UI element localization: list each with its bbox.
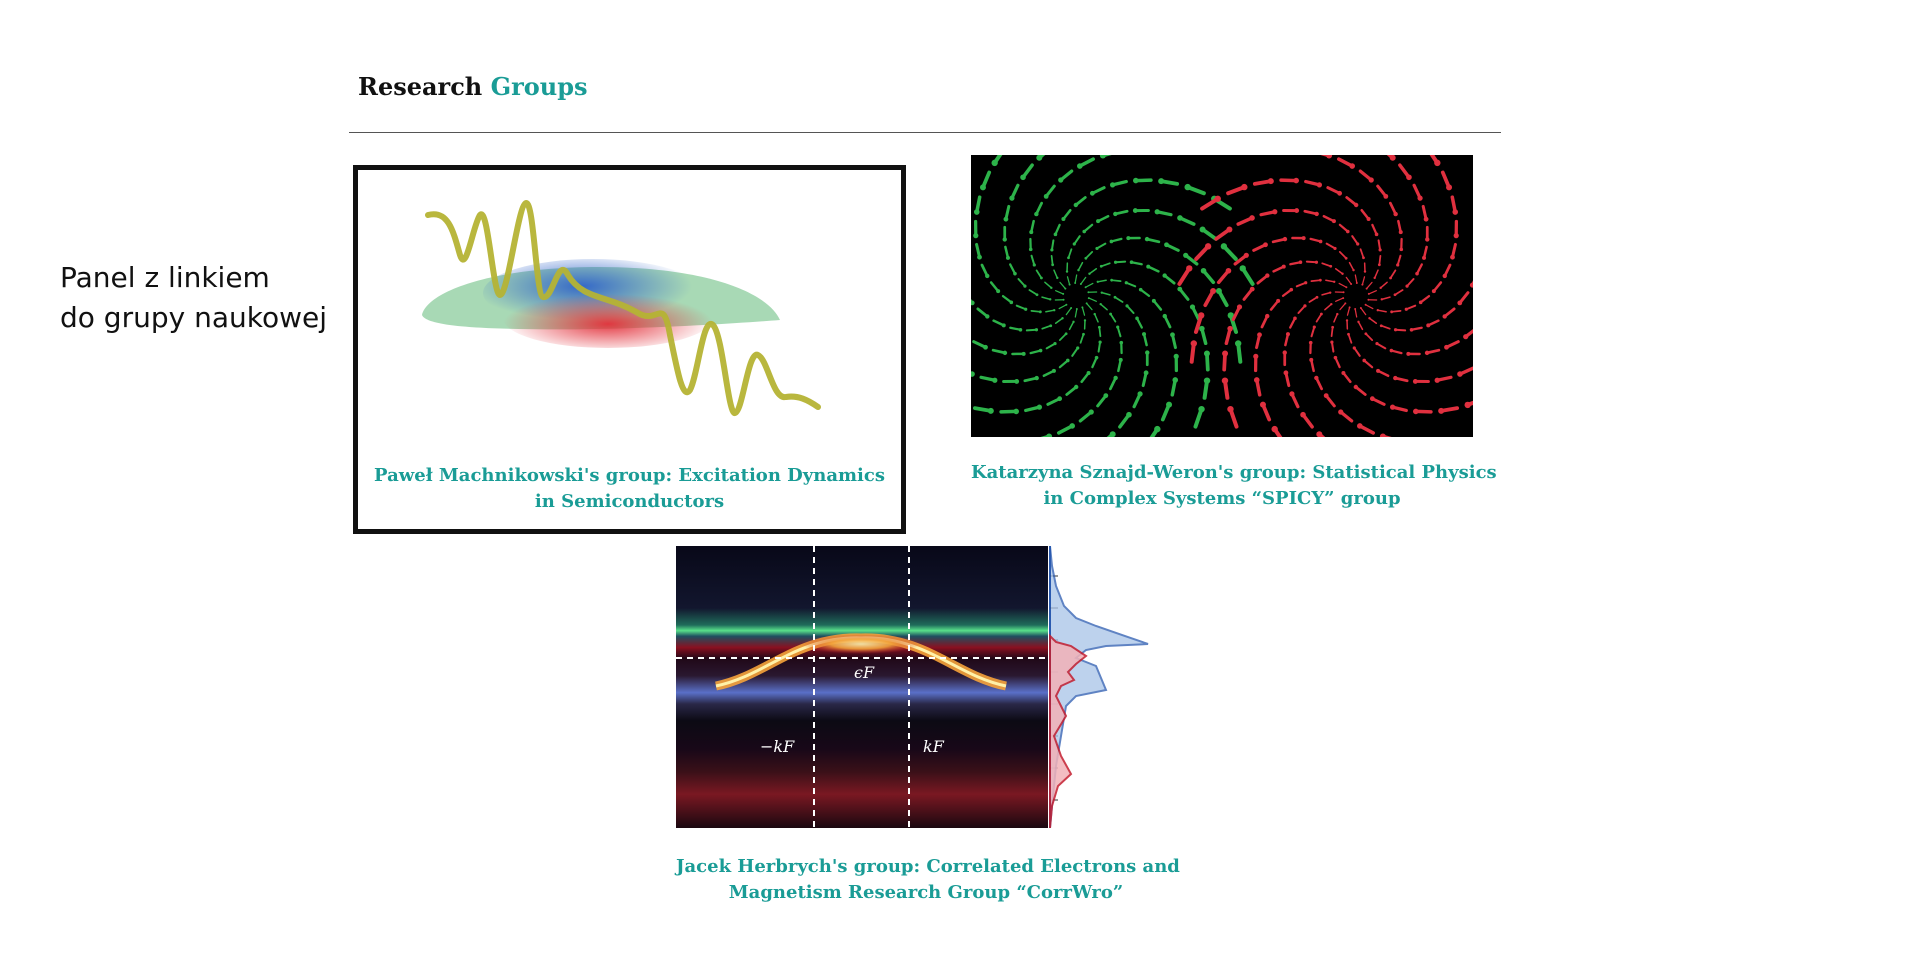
excitation-dynamics-illustration[interactable] xyxy=(408,185,828,425)
group-title-line-1[interactable]: Paweł Machnikowski's group: Excitation D… xyxy=(374,465,885,486)
group-title-line-1[interactable]: Jacek Herbrych's group: Correlated Elect… xyxy=(676,856,1180,877)
group-card-herbrych[interactable]: ϵF −kF kF Jacek Herbrych's group: Correl… xyxy=(676,546,1180,916)
group-card-machnikowski[interactable]: Paweł Machnikowski's group: Excitation D… xyxy=(353,165,906,534)
section-heading-main: Research xyxy=(358,72,483,101)
spiral-arrows-illustration[interactable] xyxy=(971,155,1473,437)
section-heading: Research Groups xyxy=(358,72,588,101)
group-title-line-1[interactable]: Katarzyna Sznajd-Weron's group: Statisti… xyxy=(971,462,1497,483)
group-title-line-2[interactable]: in Semiconductors xyxy=(534,491,725,512)
fermi-energy-label: ϵF xyxy=(854,663,875,682)
section-divider xyxy=(349,132,1501,133)
group-title-line-2[interactable]: Magnetism Research Group “CorrWro” xyxy=(728,882,1124,903)
annotation-note: Panel z linkiem do grupy naukowej xyxy=(60,258,327,338)
group-title-line-2[interactable]: in Complex Systems “SPICY” group xyxy=(1043,488,1401,509)
annotation-line-1: Panel z linkiem xyxy=(60,261,270,294)
kf-label: kF xyxy=(923,737,945,756)
minus-kf-label: −kF xyxy=(760,737,795,756)
group-title-machnikowski[interactable]: Paweł Machnikowski's group: Excitation D… xyxy=(358,463,901,515)
section-heading-accent: Groups xyxy=(490,72,588,101)
group-title-sznajd-weron[interactable]: Katarzyna Sznajd-Weron's group: Statisti… xyxy=(971,460,1497,512)
spectral-function-plot[interactable]: ϵF −kF kF xyxy=(676,546,1176,828)
annotation-line-2: do grupy naukowej xyxy=(60,301,327,334)
group-card-sznajd-weron[interactable]: Katarzyna Sznajd-Weron's group: Statisti… xyxy=(971,155,1497,515)
group-title-herbrych[interactable]: Jacek Herbrych's group: Correlated Elect… xyxy=(676,854,1180,906)
